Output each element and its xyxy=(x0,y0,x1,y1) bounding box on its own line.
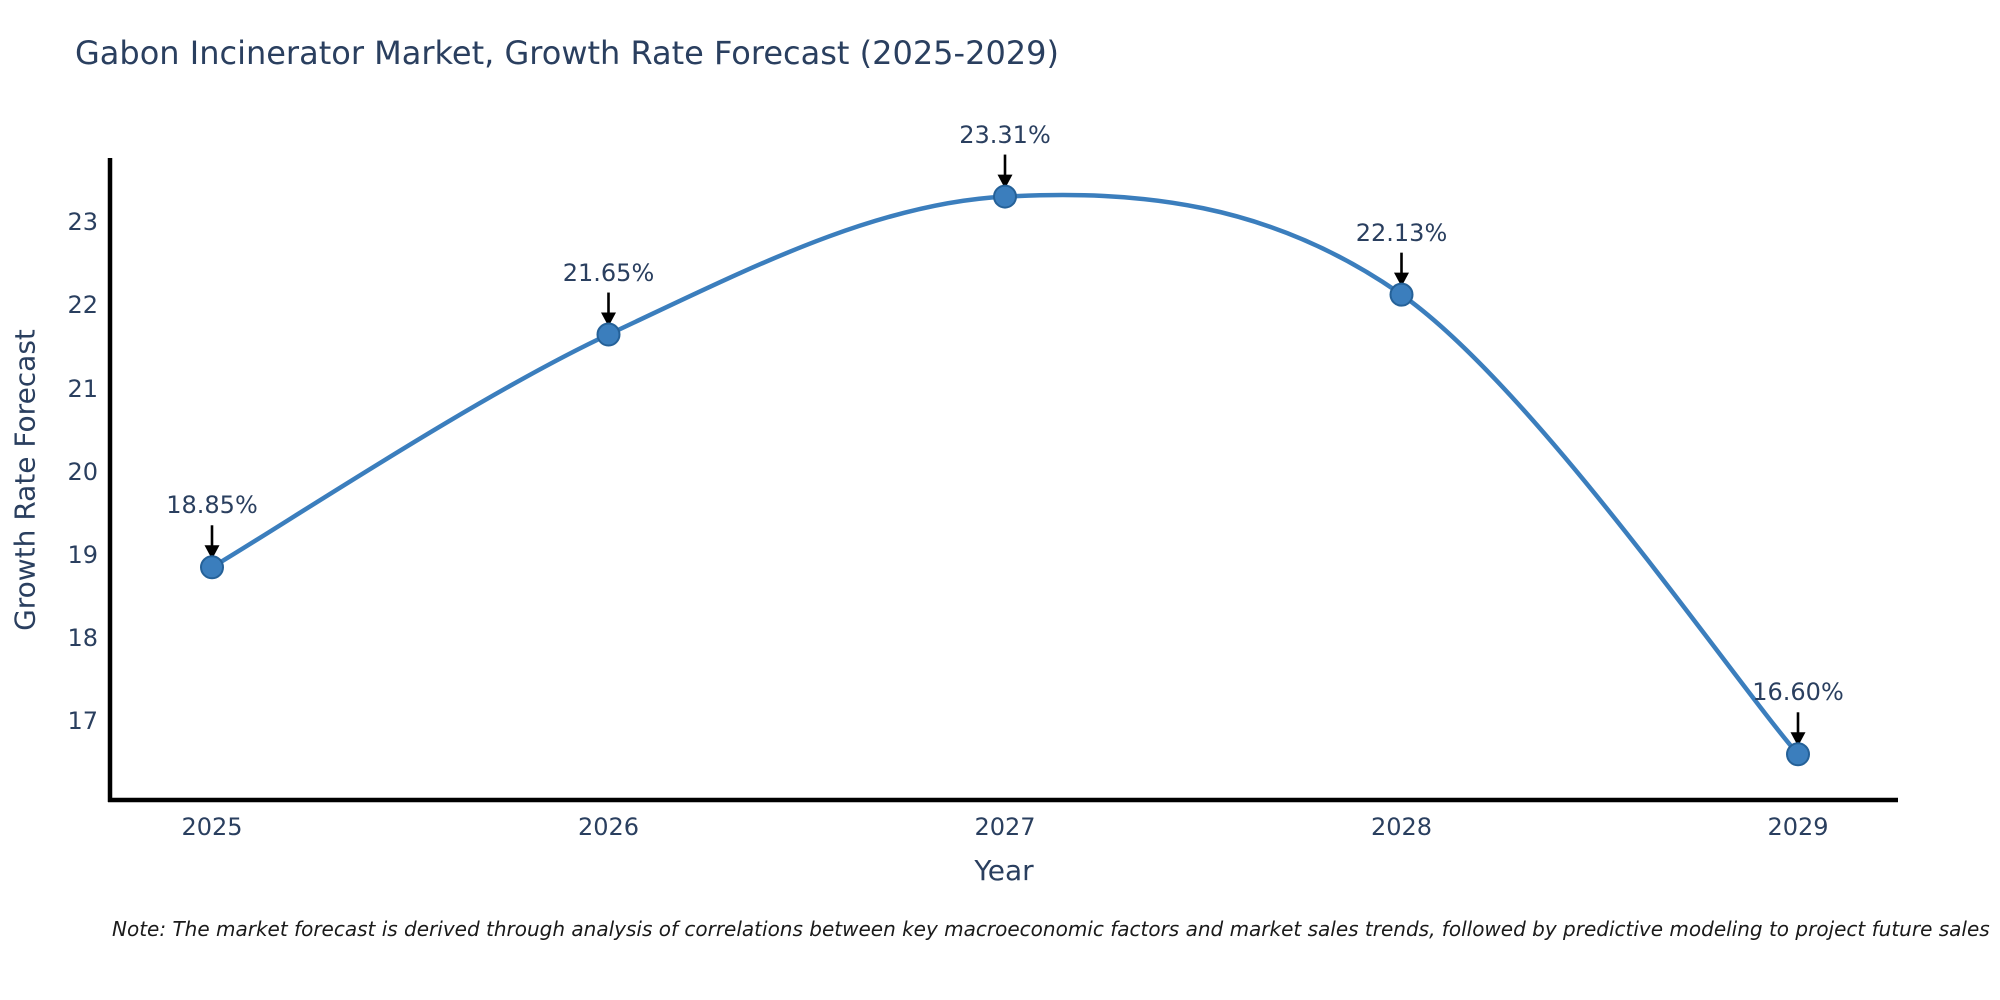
annotation-arrowhead xyxy=(1394,272,1409,287)
data-point-marker[interactable] xyxy=(1389,282,1414,307)
footnote: Note: The market forecast is derived thr… xyxy=(112,917,1990,941)
forecast-line xyxy=(209,192,1801,757)
annotation-arrowhead xyxy=(601,312,616,327)
annotation-arrowhead xyxy=(997,174,1013,189)
chart-title: Gabon Incinerator Market, Growth Rate Fo… xyxy=(75,34,1059,72)
data-point-marker[interactable] xyxy=(596,322,621,347)
annotation-arrowhead xyxy=(1790,732,1806,747)
data-point-marker[interactable] xyxy=(993,184,1017,209)
annotation-arrowhead xyxy=(204,545,220,560)
x-axis-title: Year xyxy=(974,854,1034,887)
data-point-marker[interactable] xyxy=(1786,742,1810,767)
data-point-marker[interactable] xyxy=(200,555,224,580)
